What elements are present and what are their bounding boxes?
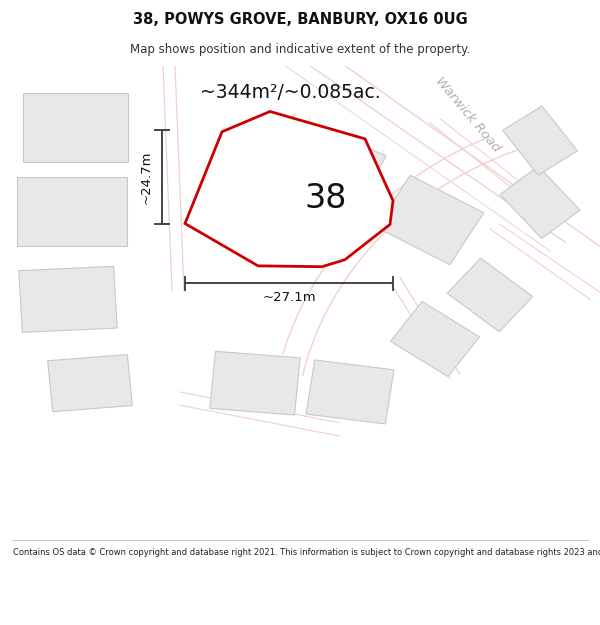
Polygon shape (185, 111, 393, 267)
Text: Warwick Road: Warwick Road (433, 74, 503, 154)
Polygon shape (47, 354, 133, 412)
Polygon shape (376, 175, 484, 265)
Text: ~27.1m: ~27.1m (262, 291, 316, 304)
Text: ~344m²/~0.085ac.: ~344m²/~0.085ac. (200, 82, 380, 102)
Polygon shape (391, 301, 479, 377)
Polygon shape (447, 258, 533, 332)
Polygon shape (306, 360, 394, 424)
Text: Contains OS data © Crown copyright and database right 2021. This information is : Contains OS data © Crown copyright and d… (13, 548, 600, 557)
Polygon shape (17, 177, 127, 246)
Polygon shape (264, 119, 386, 216)
Polygon shape (503, 106, 577, 175)
Polygon shape (210, 351, 300, 415)
Text: 38, POWYS GROVE, BANBURY, OX16 0UG: 38, POWYS GROVE, BANBURY, OX16 0UG (133, 12, 467, 27)
Text: Map shows position and indicative extent of the property.: Map shows position and indicative extent… (130, 42, 470, 56)
Polygon shape (500, 166, 580, 239)
Polygon shape (19, 266, 117, 332)
Polygon shape (23, 93, 128, 162)
Text: 38: 38 (304, 182, 347, 214)
Text: ~24.7m: ~24.7m (139, 150, 152, 204)
